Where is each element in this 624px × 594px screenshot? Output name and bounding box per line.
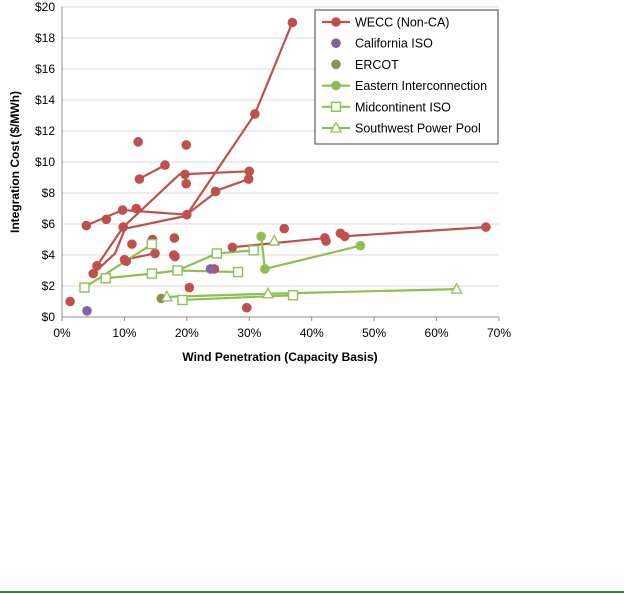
legend-label-wecc-non-ca: WECC (Non-CA): [355, 16, 449, 30]
series-points: [65, 17, 491, 316]
data-point-wecc-non-ca: [92, 261, 102, 271]
data-point-midcontinent-iso: [172, 265, 183, 276]
data-point-eastern-interconnection: [355, 240, 366, 251]
data-point-wecc-non-ca: [279, 223, 290, 234]
y-tick-label: $4: [42, 248, 56, 262]
data-point-wecc-non-ca: [321, 236, 331, 246]
plot-area: [61, 6, 499, 318]
data-point-wecc-non-ca: [181, 140, 192, 150]
data-point-wecc-non-ca: [88, 268, 99, 279]
data-point-wecc-non-ca: [241, 302, 252, 313]
series-line-midcontinent-iso: [83, 243, 153, 289]
data-point-wecc-non-ca: [210, 186, 221, 197]
data-point-wecc-non-ca: [150, 248, 160, 259]
x-tick-label: 70%: [487, 326, 511, 340]
legend-marker-eastern-interconnection: [331, 80, 341, 91]
series-line-wecc-non-ca: [232, 236, 327, 249]
data-point-southwest-power-pool: [268, 234, 281, 246]
series-line-midcontinent-iso: [182, 294, 294, 302]
data-point-wecc-non-ca: [243, 174, 254, 184]
data-point-california-iso: [205, 264, 216, 274]
y-tick-label: $2: [42, 279, 56, 293]
data-point-wecc-non-ca: [131, 203, 142, 214]
data-point-california-iso: [82, 306, 92, 316]
x-tick-label: 30%: [237, 326, 261, 340]
data-point-wecc-non-ca: [81, 220, 92, 231]
y-tick-label: $14: [35, 93, 55, 107]
legend-label-eastern-interconnection: Eastern Interconnection: [355, 79, 487, 93]
legend-marker-wecc-non-ca: [331, 17, 341, 27]
data-point-midcontinent-iso: [177, 294, 188, 306]
x-tick-label: 20%: [175, 326, 199, 340]
y-tick-labels: $0 $2 $4 $6 $8 $10 $12 $14 $16 $18 $20: [35, 0, 55, 324]
x-tick-label: 0%: [53, 326, 71, 340]
legend-label-california-iso: California ISO: [355, 37, 433, 51]
data-point-wecc-non-ca: [181, 178, 192, 189]
data-point-wecc-non-ca: [133, 137, 143, 147]
data-point-wecc-non-ca: [340, 231, 350, 242]
data-point-midcontinent-iso: [232, 266, 244, 278]
y-tick-label: $12: [35, 124, 55, 138]
series-line-southwest-power-pool: [166, 288, 457, 298]
data-point-wecc-non-ca: [127, 239, 137, 249]
data-point-eastern-interconnection: [260, 264, 270, 274]
y-tick-label: $8: [42, 186, 56, 200]
data-point-midcontinent-iso: [146, 268, 158, 279]
data-point-wecc-non-ca: [481, 222, 491, 232]
data-point-wecc-non-ca: [287, 17, 298, 28]
data-point-southwest-power-pool: [160, 289, 173, 302]
data-point-wecc-non-ca: [244, 166, 255, 177]
data-point-wecc-non-ca: [227, 242, 238, 253]
x-tick-label: 40%: [300, 326, 324, 340]
data-point-southwest-power-pool: [450, 282, 463, 294]
data-point-wecc-non-ca: [117, 205, 128, 215]
data-point-wecc-non-ca: [121, 256, 132, 267]
legend-marker-midcontinent-iso: [330, 101, 342, 113]
data-point-eastern-interconnection: [256, 231, 266, 242]
legend-box: [314, 9, 499, 145]
data-point-southwest-power-pool: [261, 286, 275, 299]
y-tick-label: $20: [35, 0, 55, 14]
legend-marker-ercot: [331, 59, 341, 70]
series-line-wecc-non-ca: [85, 22, 294, 227]
data-point-wecc-non-ca: [250, 109, 260, 119]
series-line-wecc-non-ca: [213, 178, 250, 193]
data-point-wecc-non-ca: [134, 174, 145, 184]
data-point-wecc-non-ca: [160, 160, 170, 170]
data-point-midcontinent-iso: [248, 245, 259, 256]
data-point-midcontinent-iso: [287, 290, 299, 301]
data-point-wecc-non-ca: [169, 233, 180, 243]
data-point-wecc-non-ca: [182, 209, 192, 220]
data-point-midcontinent-iso: [79, 282, 90, 293]
data-point-wecc-non-ca: [101, 214, 112, 225]
legend-marker-california-iso: [331, 38, 341, 48]
y-tick-label: $18: [35, 31, 55, 45]
x-tick-label: 50%: [362, 326, 386, 340]
legend: WECC (Non-CA) California ISO ERCOT Eastern …: [314, 9, 499, 145]
data-point-midcontinent-iso: [211, 248, 223, 259]
data-point-wecc-non-ca: [184, 282, 195, 293]
x-tick-label: 60%: [425, 326, 449, 340]
x-tick-labels: 0% 10% 20% 30% 40% 50% 60% 70%: [53, 317, 511, 340]
y-tick-label: $10: [35, 155, 55, 169]
x-tick-label: 10%: [112, 326, 136, 340]
data-point-midcontinent-iso: [146, 238, 158, 250]
data-point-wecc-non-ca: [65, 296, 75, 307]
legend-label-midcontinent-iso: Midcontinent ISO: [355, 100, 451, 114]
y-axis-title: Integration Cost ($/MWh): [8, 91, 22, 233]
legend-marker-southwest-power-pool: [329, 121, 343, 133]
data-point-wecc-non-ca: [180, 169, 190, 180]
legend-label-ercot: ERCOT: [355, 58, 399, 72]
data-point-midcontinent-iso: [100, 273, 111, 284]
y-tick-label: $6: [42, 217, 56, 231]
y-tick-label: $0: [42, 310, 56, 324]
legend-label-southwest-power-pool: Southwest Power Pool: [355, 122, 481, 136]
data-point-wecc-non-ca: [118, 222, 128, 232]
data-point-wecc-non-ca: [170, 251, 180, 262]
bottom-rule: [0, 591, 624, 593]
series-line-wecc-non-ca: [342, 226, 486, 238]
x-axis-title: Wind Penetration (Capacity Basis): [182, 350, 377, 364]
y-tick-label: $16: [35, 62, 55, 76]
